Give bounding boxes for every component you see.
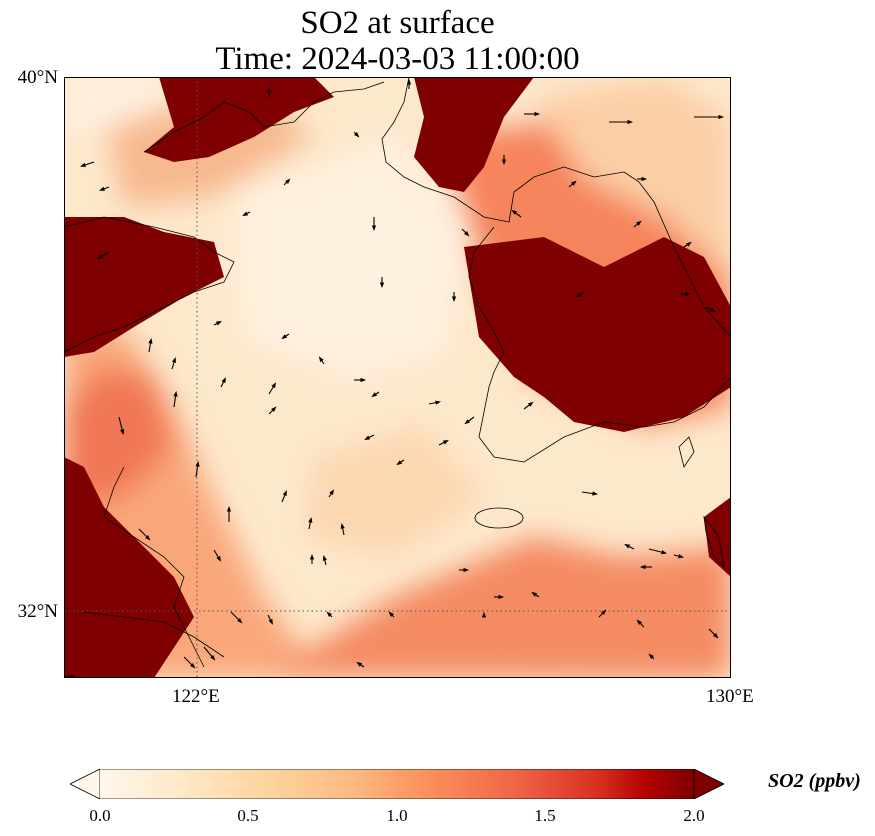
colorbar-tick: 1.5 [534,806,556,825]
colorbar-tick: 2.0 [683,806,705,825]
lon-label-122e: 122°E [172,686,220,707]
wind-vectors [64,78,725,678]
colorbar-tick: 0.5 [237,806,259,825]
map-frame [64,77,731,678]
colorbar-min-extend [70,769,101,799]
colorbar-tick: 1.0 [386,806,408,825]
map-timestamp: Time: 2024-03-03 11:00:00 [215,41,580,77]
colorbar-gradient [100,769,694,799]
colorbar-label: SO2 (ppbv) [768,770,861,792]
colorbar-max-extend [693,769,724,799]
so2-field [64,77,731,678]
colorbar [70,769,724,799]
lat-label-40n: 40°N [17,67,58,88]
coastlines [64,77,731,668]
gridlines [64,77,731,678]
map-title: SO2 at surface [300,5,495,41]
lat-label-32n: 32°N [17,601,58,622]
colorbar-tick: 0.0 [89,806,111,825]
so2-map [64,77,731,678]
so2-hotspots [64,77,731,678]
lon-label-130e: 130°E [706,686,754,707]
